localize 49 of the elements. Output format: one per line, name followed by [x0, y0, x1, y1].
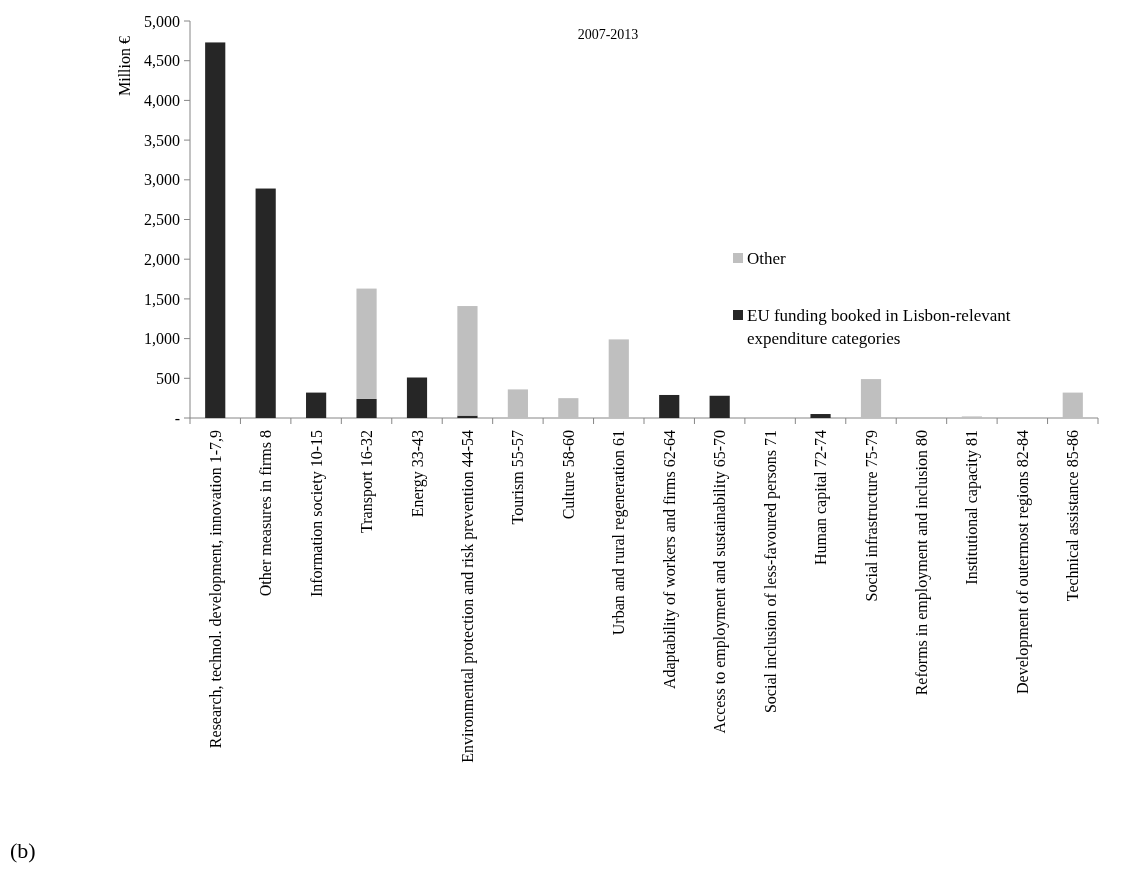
legend-label: Other — [747, 248, 787, 268]
y-tick-label: 4,500 — [144, 52, 180, 70]
y-tick-label: 500 — [156, 369, 180, 387]
bar — [810, 414, 831, 418]
bar — [659, 394, 680, 418]
y-tick-label: 5,000 — [144, 12, 180, 30]
x-tick-label: Culture 58-60 — [559, 430, 577, 520]
x-tick-label: Urban and rural regeneration 61 — [610, 430, 629, 636]
x-tick-label: Institutional capacity 81 — [963, 430, 982, 585]
x-tick-label: Access to employment and sustainability 65-70 — [711, 430, 730, 734]
bar — [1062, 392, 1083, 418]
bar — [860, 379, 882, 418]
y-tick-label: 3,500 — [144, 131, 180, 149]
bar — [558, 398, 579, 418]
x-tick-label: Reforms in employment and inclusion 80 — [913, 430, 932, 696]
x-tick-label: Technical assistance 85-86 — [1064, 430, 1082, 602]
chart-title: 2007-2013 — [577, 27, 639, 42]
x-tick-label: Tourism 55-57 — [509, 430, 527, 525]
bar — [709, 395, 730, 418]
bar — [406, 377, 428, 418]
x-tick-label: Environmental protection and risk prevention 44-54 — [459, 430, 478, 763]
x-tick-label: Human capital 72-74 — [812, 430, 831, 566]
x-tick-label: Development of outermost regions 82-84 — [1013, 430, 1032, 694]
bar — [356, 288, 377, 399]
y-tick-label: 1,000 — [144, 330, 180, 348]
bar — [457, 306, 478, 416]
y-axis-title: Million € — [116, 35, 133, 97]
y-tick-label: 4,000 — [144, 92, 180, 109]
bar — [255, 188, 276, 418]
x-tick-label: Transport 16-32 — [358, 430, 377, 533]
x-tick-label: Energy 33-43 — [408, 430, 427, 518]
x-tick-label: Adaptability of workers and firms 62-64 — [660, 430, 679, 690]
x-tick-label: Social infrastructure 75-79 — [862, 430, 880, 602]
y-tick-label: - — [174, 409, 180, 427]
bar — [507, 389, 528, 418]
x-tick-label: Other measures in firms 8 — [257, 430, 275, 597]
bar — [306, 392, 327, 418]
y-tick-label: 3,000 — [144, 171, 180, 189]
y-tick-label: 2,000 — [144, 250, 180, 268]
bar — [608, 339, 629, 418]
x-tick-label: Social inclusion of less-favoured persons 71 — [761, 430, 780, 714]
text: (b) — [10, 838, 36, 863]
x-tick-label: Information society 10-15 — [307, 430, 326, 598]
bar — [356, 398, 377, 418]
bar — [205, 42, 226, 418]
x-tick-label: Research, technol. development, innovation 1-7,9 — [206, 430, 225, 749]
y-tick-label: 1,500 — [144, 290, 180, 308]
y-tick-label: 2,500 — [144, 211, 180, 229]
legend-label: EU funding booked in Lisbon-relevant expenditure categories — [747, 305, 1011, 348]
